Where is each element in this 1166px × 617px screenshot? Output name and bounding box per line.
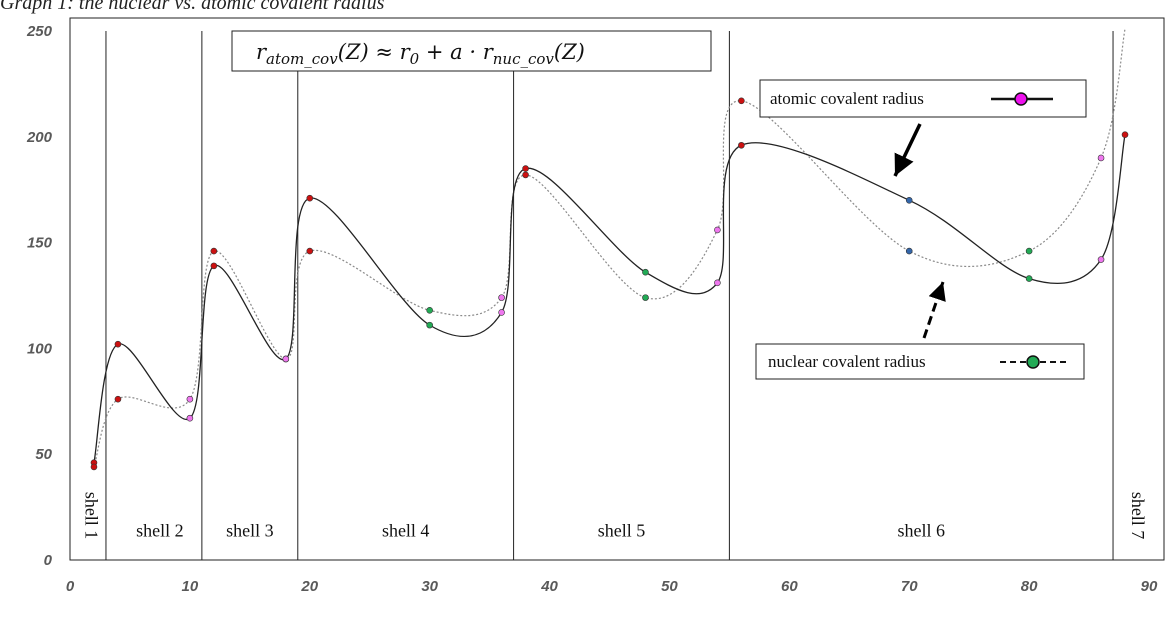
data-point <box>1121 131 1129 138</box>
x-tick-label: 10 <box>182 578 199 595</box>
data-point <box>114 340 122 348</box>
formula-text: ratom_cov(Z) ≈ r0 + a · rnuc_cov(Z) <box>256 40 585 68</box>
data-point <box>642 268 649 276</box>
formula-lhs-arg: (Z) ≈ <box>338 40 400 64</box>
x-tick-label: 50 <box>661 578 678 595</box>
y-tick-label: 200 <box>26 129 53 146</box>
data-point <box>114 395 122 403</box>
formula-lhs-sub: atom_cov <box>266 50 338 68</box>
x-tick-label: 60 <box>781 578 798 595</box>
data-point <box>738 141 745 149</box>
legend-nuclear-arrow <box>922 281 946 339</box>
data-point <box>1097 154 1105 162</box>
x-tick-label: 80 <box>1021 578 1038 595</box>
data-point <box>905 196 913 204</box>
data-point <box>498 294 505 301</box>
formula-frame <box>231 30 712 72</box>
shell-label: shell 1 <box>82 492 102 540</box>
formula-rhs-arg: (Z) <box>554 40 585 64</box>
shell-boundaries <box>105 31 1114 560</box>
shell-label: shell 5 <box>598 521 646 541</box>
shell-label: shell 2 <box>136 521 184 541</box>
shell-label: shell 7 <box>1128 492 1148 540</box>
data-point <box>306 194 314 202</box>
chart-title: Graph 1: the nuclear vs. atomic covalent… <box>0 0 385 14</box>
data-point <box>210 247 218 255</box>
data-point <box>714 226 721 234</box>
y-tick-label: 0 <box>44 552 53 569</box>
data-point <box>186 395 194 403</box>
formula-r0: r <box>400 40 412 64</box>
legend-nuclear-marker <box>1026 355 1040 369</box>
formula-lhs: r <box>256 40 268 64</box>
x-tick-label: 20 <box>300 578 318 595</box>
data-point <box>426 321 433 329</box>
data-point <box>714 279 721 287</box>
series-lines <box>93 28 1126 468</box>
data-point <box>1025 247 1033 255</box>
x-tick-label: 70 <box>901 578 918 595</box>
x-tick-label: 0 <box>66 578 75 595</box>
legend-atomic-marker <box>1014 92 1028 106</box>
x-tick-labels: 0 10 20 30 40 50 60 70 80 90 <box>66 578 1158 595</box>
legend-atomic-arrow <box>893 123 922 177</box>
series-line-atomic-covalent-radius <box>93 134 1126 463</box>
data-point <box>905 247 913 255</box>
y-tick-labels: 0 50 100 150 200 250 <box>26 23 53 569</box>
legend-nuclear-label: nuclear covalent radius <box>768 352 926 371</box>
shell-label: shell 3 <box>226 521 274 541</box>
y-tick-label: 50 <box>35 446 52 463</box>
formula-rhs-mid: + a · r <box>419 40 494 64</box>
x-tick-label: 90 <box>1141 578 1158 595</box>
data-point <box>282 355 290 363</box>
data-point <box>186 414 194 422</box>
y-tick-label: 250 <box>26 23 53 40</box>
legend-atomic: atomic covalent radius <box>759 79 1087 118</box>
series-line-nuclear-covalent-radius <box>93 28 1126 468</box>
data-point <box>1097 256 1105 263</box>
legend-atomic-label: atomic covalent radius <box>770 89 924 108</box>
formula-r0-sub: 0 <box>410 50 420 68</box>
x-tick-label: 30 <box>421 578 438 595</box>
data-point <box>90 463 98 471</box>
series-points <box>90 97 1129 471</box>
shell-label: shell 6 <box>897 521 945 541</box>
plot-frame <box>69 17 1165 561</box>
data-point <box>1025 275 1033 282</box>
data-point <box>522 165 529 172</box>
formula-rhs-sub: nuc_cov <box>493 50 555 68</box>
shell-labels: shell 1 shell 2 shell 3 shell 4 shell 5 shell… <box>82 492 1149 541</box>
data-point <box>426 307 433 314</box>
data-point <box>738 97 745 105</box>
data-point <box>522 171 529 179</box>
data-point <box>642 294 649 301</box>
data-point <box>210 262 218 270</box>
y-tick-label: 150 <box>27 235 53 252</box>
y-tick-label: 100 <box>27 340 53 357</box>
legend-nuclear: nuclear covalent radius <box>755 343 1085 380</box>
shell-label: shell 4 <box>382 521 430 541</box>
x-tick-label: 40 <box>540 578 558 595</box>
data-point <box>306 247 314 255</box>
data-point <box>498 309 505 316</box>
formula-box: ratom_cov(Z) ≈ r0 + a · rnuc_cov(Z) <box>231 30 712 72</box>
